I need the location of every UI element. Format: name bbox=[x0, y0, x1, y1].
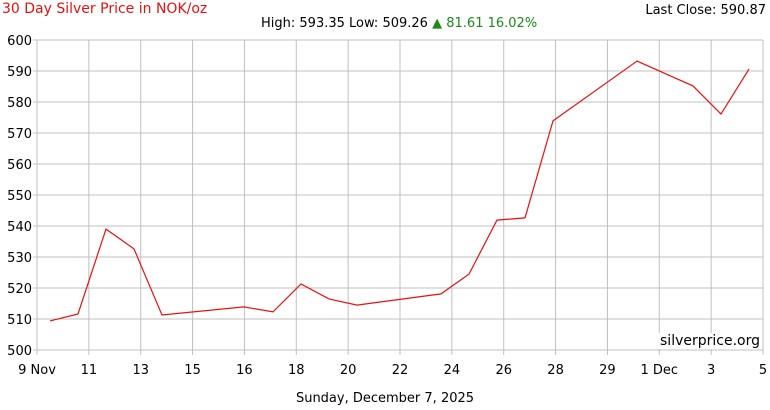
x-tick-label: 16 bbox=[236, 363, 253, 378]
last-close: Last Close: 590.87 bbox=[645, 3, 766, 18]
high-value: 593.35 bbox=[299, 16, 345, 31]
x-tick-label: 3 bbox=[707, 363, 715, 378]
x-tick-label: 24 bbox=[444, 363, 461, 378]
change-value: 81.61 bbox=[446, 16, 484, 31]
y-tick-label: 600 bbox=[7, 34, 32, 49]
x-tick-label: 1 Dec bbox=[641, 363, 679, 378]
y-tick-label: 590 bbox=[7, 65, 32, 80]
chart-title: 30 Day Silver Price in NOK/oz bbox=[2, 1, 208, 17]
high-label: High: bbox=[261, 16, 296, 31]
x-tick-label: 22 bbox=[392, 363, 409, 378]
x-tick-label: 29 bbox=[599, 363, 616, 378]
change-percent: 16.02% bbox=[487, 16, 538, 31]
x-tick-label: 28 bbox=[547, 363, 564, 378]
y-tick-label: 550 bbox=[7, 189, 32, 204]
y-tick-label: 570 bbox=[7, 127, 32, 142]
x-tick-label: 18 bbox=[288, 363, 305, 378]
y-tick-label: 540 bbox=[7, 220, 32, 235]
y-tick-label: 530 bbox=[7, 251, 32, 266]
chart-grid bbox=[33, 39, 764, 355]
price-stats: High: 593.35 Low: 509.26 ▲ 81.61 16.02% bbox=[261, 16, 537, 31]
x-tick-label: 9 Nov bbox=[18, 363, 56, 378]
x-axis: 9 Nov 11 13 15 16 18 20 22 24 26 28 29 1 Dec 3 5 bbox=[18, 363, 767, 378]
last-close-label: Last Close: bbox=[645, 3, 717, 18]
low-value: 509.26 bbox=[382, 16, 428, 31]
x-tick-label: 11 bbox=[81, 363, 98, 378]
x-tick-label: 26 bbox=[495, 363, 512, 378]
x-tick-label: 15 bbox=[184, 363, 201, 378]
x-tick-label: 20 bbox=[340, 363, 357, 378]
y-tick-label: 520 bbox=[7, 282, 32, 297]
y-tick-label: 580 bbox=[7, 96, 32, 111]
up-arrow-icon: ▲ bbox=[432, 16, 443, 31]
price-line bbox=[49, 60, 750, 322]
y-tick-label: 560 bbox=[7, 158, 32, 173]
y-axis: 500 510 520 530 540 550 560 570 580 590 600 bbox=[7, 34, 32, 359]
y-tick-label: 510 bbox=[7, 313, 32, 328]
low-label: Low: bbox=[349, 16, 379, 31]
x-tick-label: 13 bbox=[132, 363, 149, 378]
last-close-value: 590.87 bbox=[720, 3, 767, 18]
y-tick-label: 500 bbox=[7, 344, 32, 359]
watermark: silverprice.org bbox=[658, 333, 762, 349]
x-tick-label: 5 bbox=[759, 363, 767, 378]
x-axis-date-label: Sunday, December 7, 2025 bbox=[295, 391, 475, 406]
